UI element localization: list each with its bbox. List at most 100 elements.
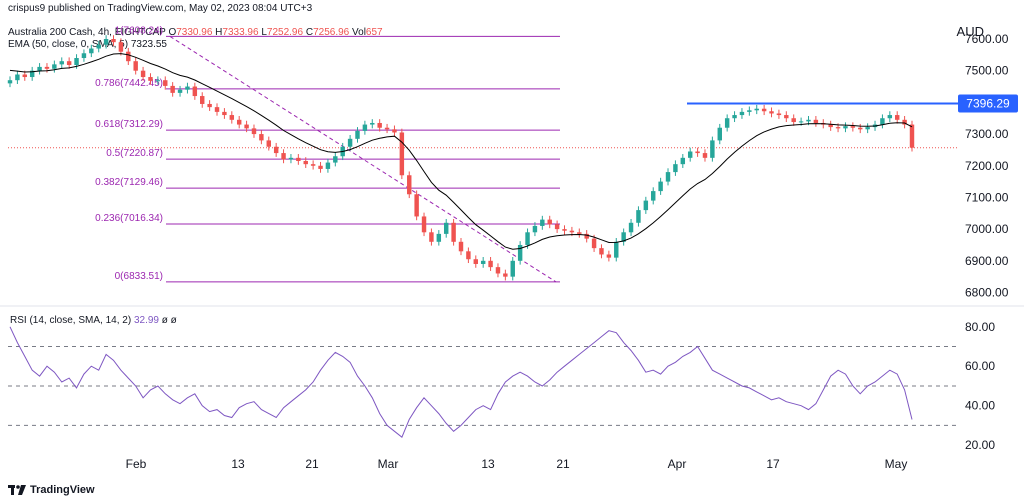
candle-body[interactable] (658, 181, 663, 192)
candle-body[interactable] (584, 233, 589, 239)
candle-body[interactable] (835, 127, 841, 129)
candle-body[interactable] (52, 64, 57, 69)
candle-body[interactable] (229, 115, 235, 120)
candle-body[interactable] (547, 219, 552, 225)
candle-body[interactable] (288, 157, 294, 160)
candle-body[interactable] (517, 244, 523, 261)
candle-body[interactable] (333, 156, 338, 163)
candle-body[interactable] (192, 86, 198, 97)
candle-body[interactable] (244, 124, 249, 129)
candle-body[interactable] (303, 161, 308, 165)
candle-body[interactable] (74, 58, 79, 65)
candle-body[interactable] (628, 222, 634, 233)
candle-body[interactable] (273, 146, 279, 154)
candle-body[interactable] (421, 216, 427, 233)
candle-body[interactable] (554, 224, 560, 230)
candle-body[interactable] (695, 151, 700, 154)
candle-body[interactable] (510, 260, 515, 277)
candle-body[interactable] (747, 110, 752, 112)
candle-body[interactable] (370, 122, 375, 125)
candle-body[interactable] (732, 115, 737, 119)
candle-body[interactable] (96, 44, 101, 49)
candle-body[interactable] (407, 175, 412, 195)
candle-body[interactable] (443, 222, 449, 234)
candle-body[interactable] (643, 200, 649, 211)
candle-body[interactable] (739, 111, 745, 116)
candle-body[interactable] (858, 127, 863, 130)
candle-body[interactable] (281, 153, 286, 160)
candle-body[interactable] (503, 273, 508, 277)
candle-body[interactable] (865, 127, 870, 130)
candle-body[interactable] (362, 124, 368, 131)
candle-body[interactable] (451, 222, 456, 242)
candle-body[interactable] (606, 254, 612, 258)
candle-body[interactable] (296, 157, 301, 161)
candle-body[interactable] (414, 194, 419, 217)
candle-body[interactable] (621, 232, 626, 242)
candle-body[interactable] (118, 42, 124, 52)
candle-body[interactable] (687, 151, 693, 158)
candle-body[interactable] (495, 267, 501, 274)
candle-body[interactable] (259, 134, 264, 141)
candle-body[interactable] (126, 51, 131, 62)
candle-body[interactable] (480, 260, 486, 264)
candle-body[interactable] (207, 103, 212, 108)
candle-body[interactable] (310, 164, 316, 166)
candle-body[interactable] (163, 80, 168, 86)
candle-body[interactable] (148, 77, 153, 81)
candle-body[interactable] (761, 108, 767, 112)
candle-body[interactable] (458, 241, 464, 252)
candle-body[interactable] (473, 259, 479, 264)
candle-body[interactable] (673, 164, 678, 173)
candle-body[interactable] (347, 138, 353, 147)
candle-body[interactable] (710, 140, 715, 158)
candle-body[interactable] (200, 96, 205, 104)
candle-body[interactable] (532, 225, 538, 233)
tradingview-logo[interactable]: TradingView (8, 484, 95, 496)
candle-body[interactable] (66, 61, 72, 65)
candle-body[interactable] (540, 219, 545, 226)
candle-body[interactable] (880, 118, 885, 125)
candle-body[interactable] (569, 230, 575, 233)
candle-body[interactable] (680, 157, 686, 165)
candle-body[interactable] (887, 115, 893, 119)
candle-body[interactable] (214, 107, 220, 112)
candle-body[interactable] (702, 153, 708, 158)
candle-body[interactable] (651, 191, 656, 201)
candle-body[interactable] (894, 115, 900, 120)
candle-body[interactable] (754, 108, 759, 111)
candle-body[interactable] (266, 140, 271, 147)
candle-body[interactable] (177, 89, 183, 93)
candle-body[interactable] (813, 119, 819, 123)
candle-body[interactable] (133, 61, 138, 71)
candle-body[interactable] (776, 113, 782, 116)
candle-body[interactable] (59, 61, 64, 65)
candle-body[interactable] (81, 53, 87, 59)
candle-body[interactable] (525, 232, 530, 245)
candle-body[interactable] (392, 129, 397, 133)
candle-body[interactable] (29, 70, 35, 78)
candle-body[interactable] (902, 119, 907, 125)
candle-body[interactable] (577, 232, 582, 234)
candle-body[interactable] (103, 39, 109, 45)
candle-body[interactable] (436, 233, 442, 242)
candle-body[interactable] (140, 70, 146, 78)
fib-trend-line[interactable] (169, 35, 557, 283)
candle-body[interactable] (111, 39, 116, 43)
candle-body[interactable] (850, 126, 856, 128)
candle-body[interactable] (843, 126, 848, 129)
candle-body[interactable] (44, 66, 50, 69)
candle-body[interactable] (665, 172, 671, 182)
candle-body[interactable] (377, 122, 382, 128)
candle-body[interactable] (429, 232, 434, 242)
candle-body[interactable] (89, 48, 94, 54)
candle-body[interactable] (22, 74, 28, 78)
candle-body[interactable] (909, 124, 915, 148)
candle-body[interactable] (236, 119, 242, 125)
candle-body[interactable] (784, 115, 789, 119)
candle-body[interactable] (355, 130, 360, 139)
candle-body[interactable] (170, 85, 175, 93)
ema-line[interactable] (9, 53, 913, 250)
candle-body[interactable] (251, 128, 257, 135)
